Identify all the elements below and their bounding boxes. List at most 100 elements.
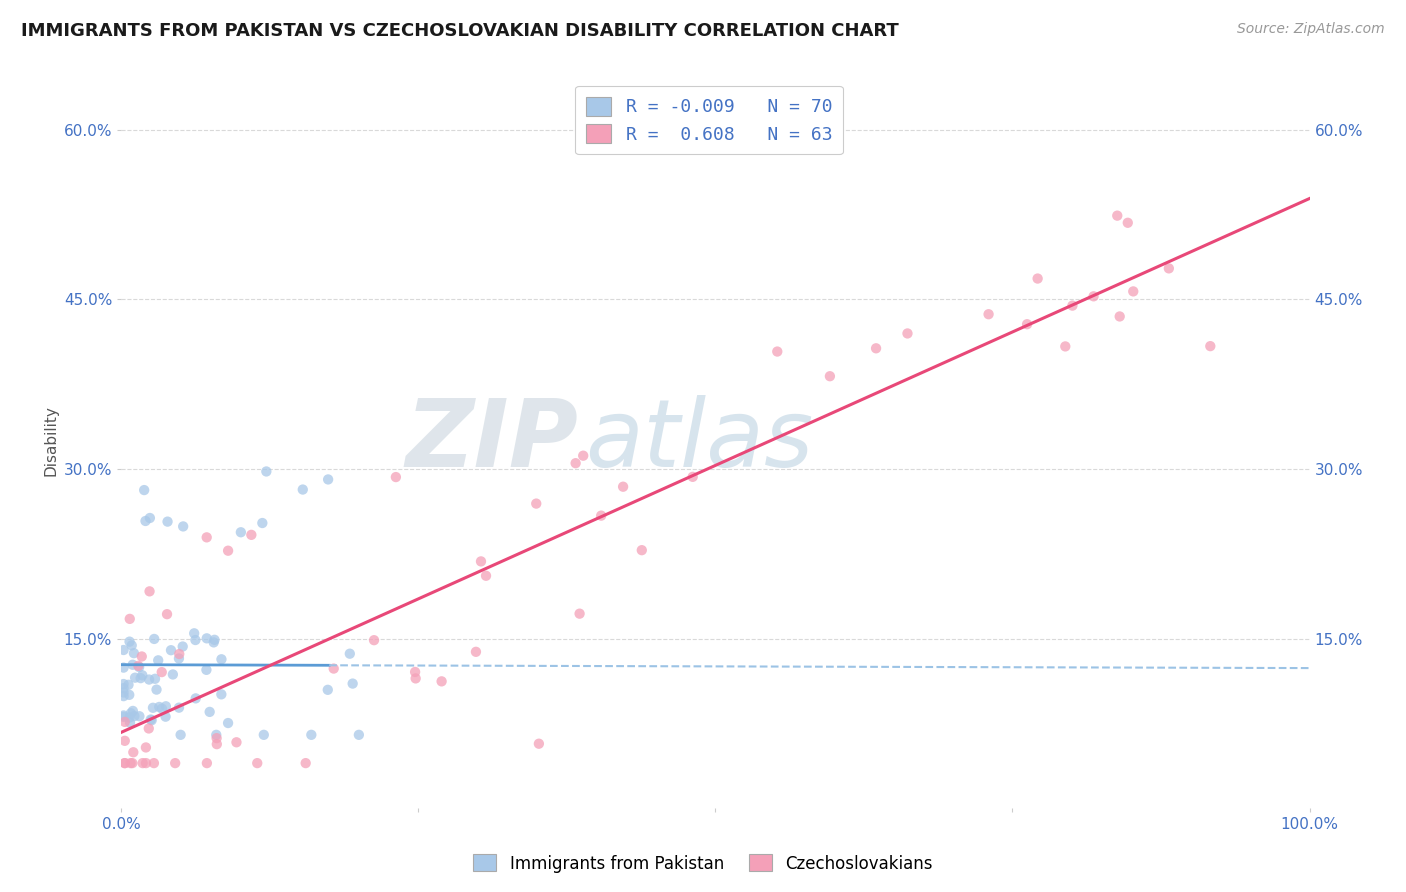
Point [294,756,316,771]
Point [322,662,344,676]
Point [143,632,166,646]
Point [195,530,218,544]
Point [167,700,190,714]
Point [112,710,135,724]
Point [142,700,165,714]
Point [114,756,136,771]
Point [139,713,162,727]
Point [135,740,157,755]
Point [209,687,232,701]
Point [342,676,364,690]
Point [430,674,453,689]
Point [229,525,252,540]
Point [1015,317,1038,331]
Point [405,672,427,686]
Point [385,470,408,484]
Point [112,685,135,699]
Point [1107,209,1129,223]
Point [183,626,205,640]
Point [217,716,239,731]
Point [128,660,150,674]
Point [131,649,153,664]
Point [564,456,586,470]
Point [254,465,277,479]
Point [1157,261,1180,276]
Point [363,633,385,648]
Point [240,528,263,542]
Point [112,689,135,703]
Point [316,682,339,697]
Point [148,653,170,667]
Point [122,745,145,759]
Point [150,665,173,679]
Point [1054,339,1077,353]
Point [202,635,225,649]
Point [1108,310,1130,324]
Point [121,704,143,718]
Point [118,688,141,702]
Point [209,652,232,666]
Point [156,607,179,622]
Point [112,681,135,695]
Point [160,643,183,657]
Point [138,722,160,736]
Point [1199,339,1222,353]
Point [225,735,247,749]
Point [138,673,160,687]
Point [1026,271,1049,285]
Point [155,699,177,714]
Point [184,691,207,706]
Point [195,663,218,677]
Point [291,483,314,497]
Point [1083,289,1105,303]
Point [204,632,226,647]
Point [217,543,239,558]
Point [122,646,145,660]
Point [155,709,177,723]
Point [112,643,135,657]
Point [156,515,179,529]
Point [118,710,141,724]
Text: ZIP: ZIP [406,394,579,487]
Point [120,756,142,771]
Point [131,668,153,682]
Point [112,677,135,691]
Point [165,756,187,771]
Point [630,543,652,558]
Point [134,514,156,528]
Point [682,470,704,484]
Point [470,554,492,568]
Point [205,728,228,742]
Point [205,731,228,746]
Point [118,612,141,626]
Point [524,497,547,511]
Point [167,647,190,661]
Point [172,519,194,533]
Point [129,671,152,685]
Point [121,756,143,771]
Point [121,639,143,653]
Point [572,449,595,463]
Point [131,756,153,771]
Text: Source: ZipAtlas.com: Source: ZipAtlas.com [1237,22,1385,37]
Point [339,647,361,661]
Point [1116,216,1139,230]
Point [404,665,426,679]
Text: IMMIGRANTS FROM PAKISTAN VS CZECHOSLOVAKIAN DISABILITY CORRELATION CHART: IMMIGRANTS FROM PAKISTAN VS CZECHOSLOVAK… [21,22,898,40]
Point [145,682,167,697]
Point [118,634,141,648]
Point [148,700,170,714]
Point [977,307,1000,321]
Y-axis label: Disability: Disability [44,405,58,476]
Point [766,344,789,359]
Point [299,728,322,742]
Point [246,756,269,771]
Point [150,701,173,715]
Point [818,369,841,384]
Point [138,584,160,599]
Point [142,756,165,771]
Point [172,640,194,654]
Legend: Immigrants from Pakistan, Czechoslovakians: Immigrants from Pakistan, Czechoslovakia… [467,847,939,880]
Text: atlas: atlas [585,395,813,486]
Point [1122,285,1144,299]
